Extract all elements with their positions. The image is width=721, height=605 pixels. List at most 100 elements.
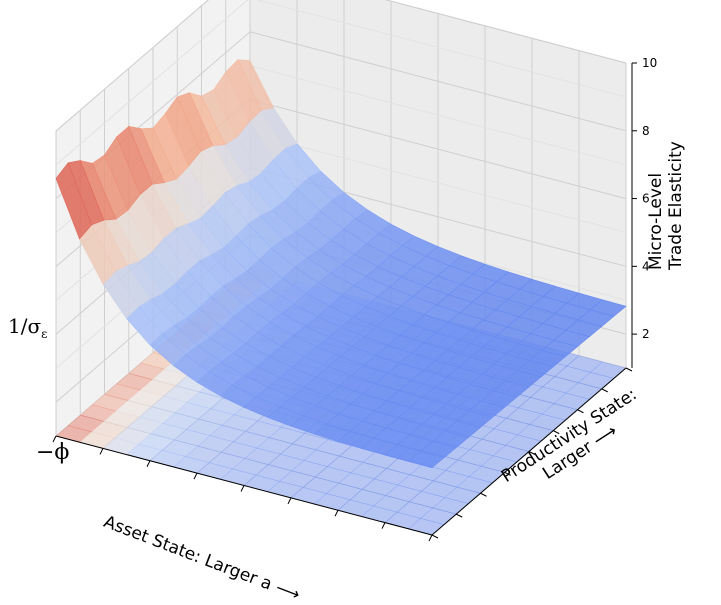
floor-cell [232, 458, 269, 476]
floor-cell [268, 426, 306, 445]
z-tick-label: 8 [642, 124, 650, 138]
z-axis-ticks: 2 4 6 8 10 [632, 56, 657, 341]
floor-cell [291, 460, 328, 478]
y-tick [625, 367, 633, 372]
floor-cell [163, 385, 200, 403]
z-axis-label: Micro-Level Trade Elasticity [646, 141, 686, 270]
floor-cell [457, 449, 494, 467]
x-tick [334, 510, 339, 517]
floor-cell [197, 435, 234, 453]
elasticity-surface [55, 59, 627, 469]
z-tick-label: 4 [642, 259, 650, 273]
grid-line [104, 393, 481, 494]
floor-cell [505, 407, 543, 425]
floor-cell [208, 452, 246, 470]
x-tick [381, 522, 386, 529]
floor-cell [221, 414, 259, 432]
surface-chart: 2 4 6 8 10 [52, 0, 657, 542]
floor-cell [279, 470, 316, 488]
floor-cell [185, 418, 223, 436]
floor-cell [91, 394, 129, 412]
floor-cell [361, 478, 399, 496]
floor-cell [349, 489, 387, 507]
floor-cell [445, 459, 482, 477]
grid-line [55, 0, 627, 132]
floor-cell [255, 464, 293, 482]
floor-cell [197, 408, 235, 426]
floor-cell [127, 389, 165, 407]
floor-cell [396, 501, 434, 519]
floor-cell [186, 391, 224, 409]
y-tick [553, 430, 560, 435]
grid-line [55, 0, 627, 166]
floor-cell [469, 438, 507, 457]
floor-cell [185, 445, 222, 463]
floor-cell [103, 383, 141, 401]
floor-cell [256, 437, 294, 455]
sigma-reference-label: 1/σε [8, 314, 48, 341]
floor-cell [91, 421, 128, 439]
floor-cell [409, 464, 447, 482]
floor-cell [554, 365, 591, 383]
y-tick [504, 471, 511, 476]
floor-cell [244, 447, 281, 465]
floor-cell [542, 376, 579, 394]
floor-cell [385, 484, 422, 503]
floor-cell [232, 431, 270, 449]
floor-cell [302, 476, 340, 494]
floor-cell [114, 427, 152, 445]
x-tick [52, 435, 57, 443]
floor-cell [279, 443, 317, 461]
y-tick [601, 388, 608, 393]
floor-cell [326, 482, 363, 501]
floor-cell [150, 423, 187, 441]
floor-cell [128, 362, 165, 380]
x-tick [193, 472, 198, 480]
floor-cell [174, 402, 212, 420]
x-tick [146, 460, 151, 467]
floor-cell [373, 468, 411, 486]
axis-lines [52, 63, 633, 542]
floor-cell [126, 416, 164, 434]
floor-cell [493, 418, 531, 436]
floor-cell [150, 395, 188, 414]
z-tick-label: 2 [642, 327, 650, 341]
x-tick [99, 448, 104, 455]
y-tick [577, 409, 584, 414]
floor-cell [67, 414, 105, 433]
floor-cell [432, 470, 470, 488]
floor-cell [373, 495, 410, 513]
floor-cell [397, 474, 435, 492]
floor-cell [529, 386, 567, 404]
floor-cell [350, 462, 388, 480]
floor-cell [103, 410, 140, 428]
floor-cell [79, 404, 117, 422]
floor-cell [116, 373, 153, 391]
x-tick [287, 497, 292, 505]
y-tick [431, 534, 439, 539]
z-tick-label: 10 [642, 56, 657, 70]
x-tick [240, 485, 245, 492]
floor-cell [138, 406, 176, 424]
floor-cell [161, 439, 199, 457]
floor-cell [481, 428, 519, 446]
floor-cell [291, 433, 329, 451]
floor-cell [162, 412, 200, 430]
floor-cell [267, 453, 305, 472]
floor-cell [303, 449, 341, 467]
floor-cell [115, 400, 153, 418]
y-tick [456, 513, 463, 518]
floor-cell [244, 420, 282, 438]
x-tick [428, 534, 433, 542]
floor-cell [220, 441, 258, 459]
floor-cell [408, 491, 446, 509]
floor-cell [338, 472, 375, 490]
floor-cell [420, 480, 458, 498]
surface-cell [55, 162, 92, 240]
y-tick [480, 492, 487, 497]
floor-cell [139, 379, 177, 397]
grid-line [80, 414, 457, 515]
floor-cell [517, 397, 555, 415]
floor-cell [326, 455, 364, 474]
x-tick-min-phi: −ϕ [36, 440, 70, 465]
